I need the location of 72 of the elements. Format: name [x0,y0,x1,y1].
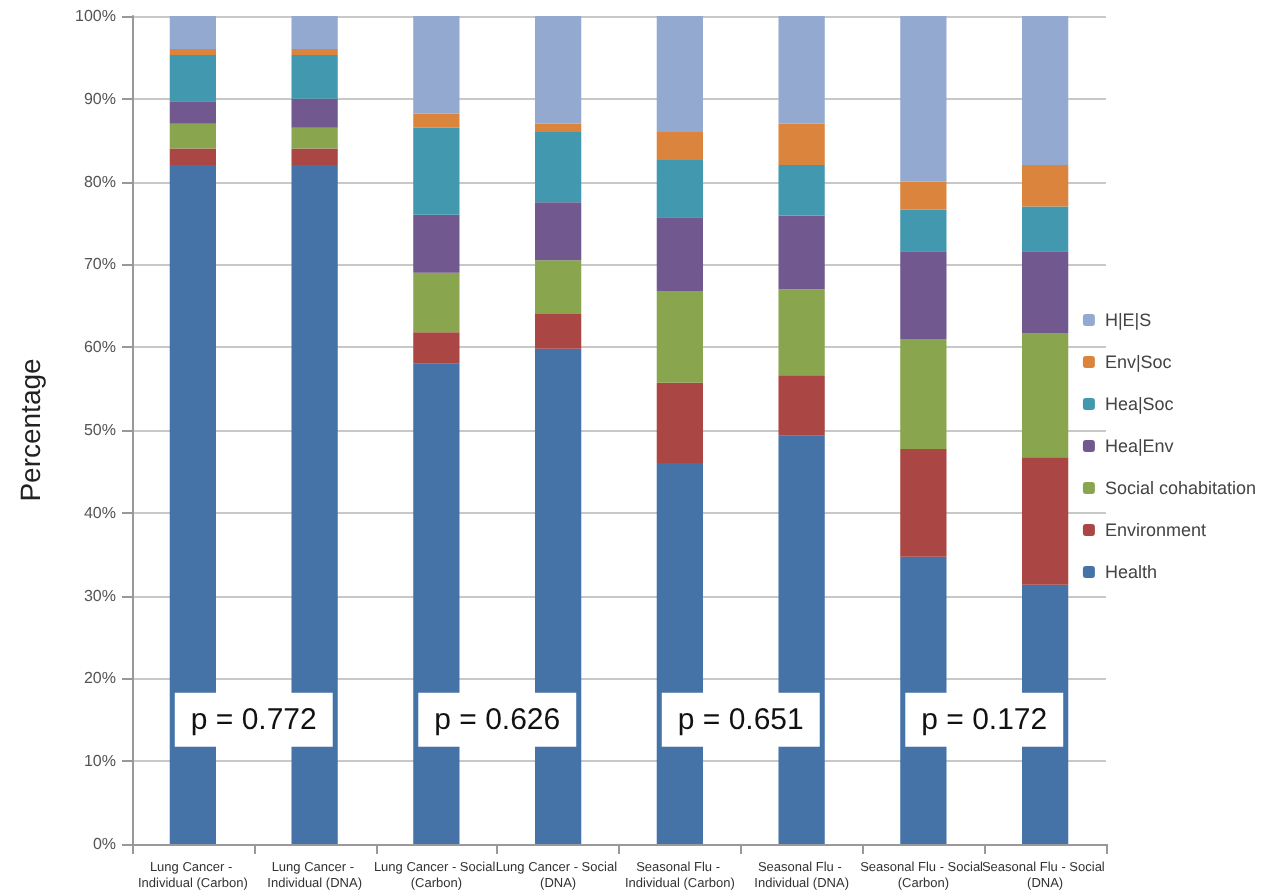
y-tick-label: 40% [83,503,116,522]
annotation: p = 0.772 [190,702,317,737]
bar [900,449,947,557]
bar [291,54,338,99]
bar [900,16,947,182]
bar [291,16,338,50]
y-tick-label: 80% [83,172,116,191]
legend-label: Env|Soc [1104,352,1173,372]
bar [656,160,704,218]
y-tick-label: 10% [83,752,116,771]
bar [169,165,217,844]
bar [169,54,217,102]
bar [656,16,704,132]
bar [778,165,825,216]
annotation: p = 0.651 [677,702,804,737]
legend-label: Health [1104,562,1157,582]
bar [534,123,582,132]
bar [1021,165,1069,207]
bar [169,101,217,124]
legend-label: Hea|Env [1104,436,1175,456]
bar [656,217,704,291]
bar [900,209,947,252]
bar [656,131,704,161]
bar [413,113,460,128]
bar [1021,457,1069,585]
y-tick-label: 70% [83,255,116,274]
bar [778,289,825,376]
y-axis-title: Percentage [14,357,46,502]
bar [900,338,947,450]
y-tick-label: 100% [75,7,116,25]
bar [656,290,704,383]
bar [291,127,338,149]
bar [291,98,338,128]
legend-label: Social cohabitation [1104,478,1257,498]
legend-label: H|E|S [1104,310,1152,330]
bar [534,314,582,349]
bar [900,181,947,210]
y-tick-label: 90% [83,89,116,108]
y-tick-label: 30% [83,586,116,605]
bar [291,148,338,166]
y-tick-label: 60% [83,338,116,357]
bar [413,214,460,273]
bar [169,16,217,50]
y-tick-label: 50% [83,421,116,439]
bar [1021,206,1069,252]
bar [778,123,825,166]
bar [534,260,582,315]
legend-label: Environment [1104,520,1207,540]
bar [291,49,338,55]
bar [900,251,947,339]
bar [656,382,704,464]
annotation: p = 0.172 [921,702,1048,737]
bar [169,49,217,55]
bar [778,16,825,124]
bar [413,332,460,364]
bar [534,16,582,124]
bar [1021,251,1069,334]
legend-label: Hea|Soc [1104,394,1175,414]
bar [413,16,460,114]
bar [534,202,582,261]
bar [1021,333,1069,458]
bar [413,127,460,215]
bar [169,123,217,149]
bar [778,375,825,436]
bar [1021,16,1069,166]
bar [534,131,582,203]
y-tick-label: 20% [83,669,116,688]
bar [169,148,217,166]
bar [778,215,825,290]
bar [413,272,460,333]
y-tick-label: 0% [92,835,116,853]
annotation: p = 0.626 [434,702,561,737]
